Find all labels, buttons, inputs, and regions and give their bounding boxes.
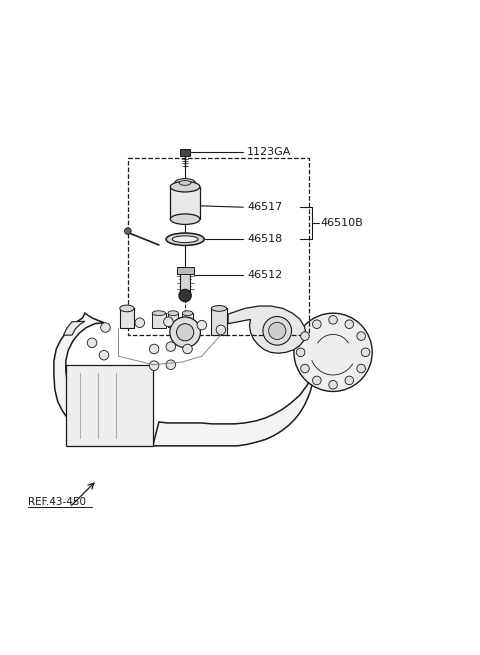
Ellipse shape <box>168 310 179 316</box>
Circle shape <box>312 376 321 384</box>
Text: 46517: 46517 <box>247 202 282 212</box>
Ellipse shape <box>120 305 134 312</box>
Circle shape <box>101 323 110 332</box>
Circle shape <box>183 345 192 354</box>
Bar <box>180 272 191 291</box>
Circle shape <box>99 350 109 360</box>
Circle shape <box>312 320 321 329</box>
Text: 46518: 46518 <box>247 234 282 244</box>
Circle shape <box>170 317 200 348</box>
Bar <box>170 187 200 219</box>
Bar <box>128 158 309 335</box>
Polygon shape <box>54 313 359 446</box>
Ellipse shape <box>182 310 193 316</box>
Ellipse shape <box>179 181 191 185</box>
Circle shape <box>263 316 291 345</box>
Polygon shape <box>66 365 153 446</box>
Text: 46512: 46512 <box>247 269 282 280</box>
Circle shape <box>87 338 97 348</box>
Circle shape <box>269 322 286 339</box>
Bar <box>152 313 166 328</box>
Polygon shape <box>63 322 85 335</box>
Bar <box>182 313 193 325</box>
Text: 1123GA: 1123GA <box>247 147 291 157</box>
Ellipse shape <box>211 305 227 311</box>
Circle shape <box>294 313 372 392</box>
Circle shape <box>216 325 226 335</box>
Circle shape <box>197 320 206 330</box>
Circle shape <box>166 342 176 351</box>
Circle shape <box>300 364 309 373</box>
Circle shape <box>345 376 354 384</box>
Circle shape <box>361 348 370 356</box>
Circle shape <box>357 364 365 373</box>
Text: REF.43-450: REF.43-450 <box>28 496 85 507</box>
Circle shape <box>166 360 176 369</box>
Ellipse shape <box>170 214 200 225</box>
Ellipse shape <box>175 179 195 187</box>
Text: 46510B: 46510B <box>320 218 363 228</box>
Bar <box>120 309 134 328</box>
Circle shape <box>357 332 365 341</box>
Polygon shape <box>228 306 306 353</box>
Circle shape <box>149 361 159 371</box>
Circle shape <box>135 318 144 328</box>
Ellipse shape <box>170 181 200 192</box>
Ellipse shape <box>166 233 204 246</box>
Circle shape <box>164 317 173 327</box>
Ellipse shape <box>152 310 166 316</box>
Circle shape <box>345 320 354 329</box>
Bar <box>168 313 179 327</box>
Bar <box>177 267 194 274</box>
Circle shape <box>329 316 337 324</box>
Bar <box>180 149 190 156</box>
Circle shape <box>296 348 305 356</box>
Bar <box>211 309 227 335</box>
Circle shape <box>124 228 131 234</box>
Circle shape <box>179 290 192 302</box>
Circle shape <box>300 332 309 341</box>
Circle shape <box>329 381 337 389</box>
Circle shape <box>149 345 159 354</box>
Ellipse shape <box>172 236 198 242</box>
Circle shape <box>177 324 194 341</box>
